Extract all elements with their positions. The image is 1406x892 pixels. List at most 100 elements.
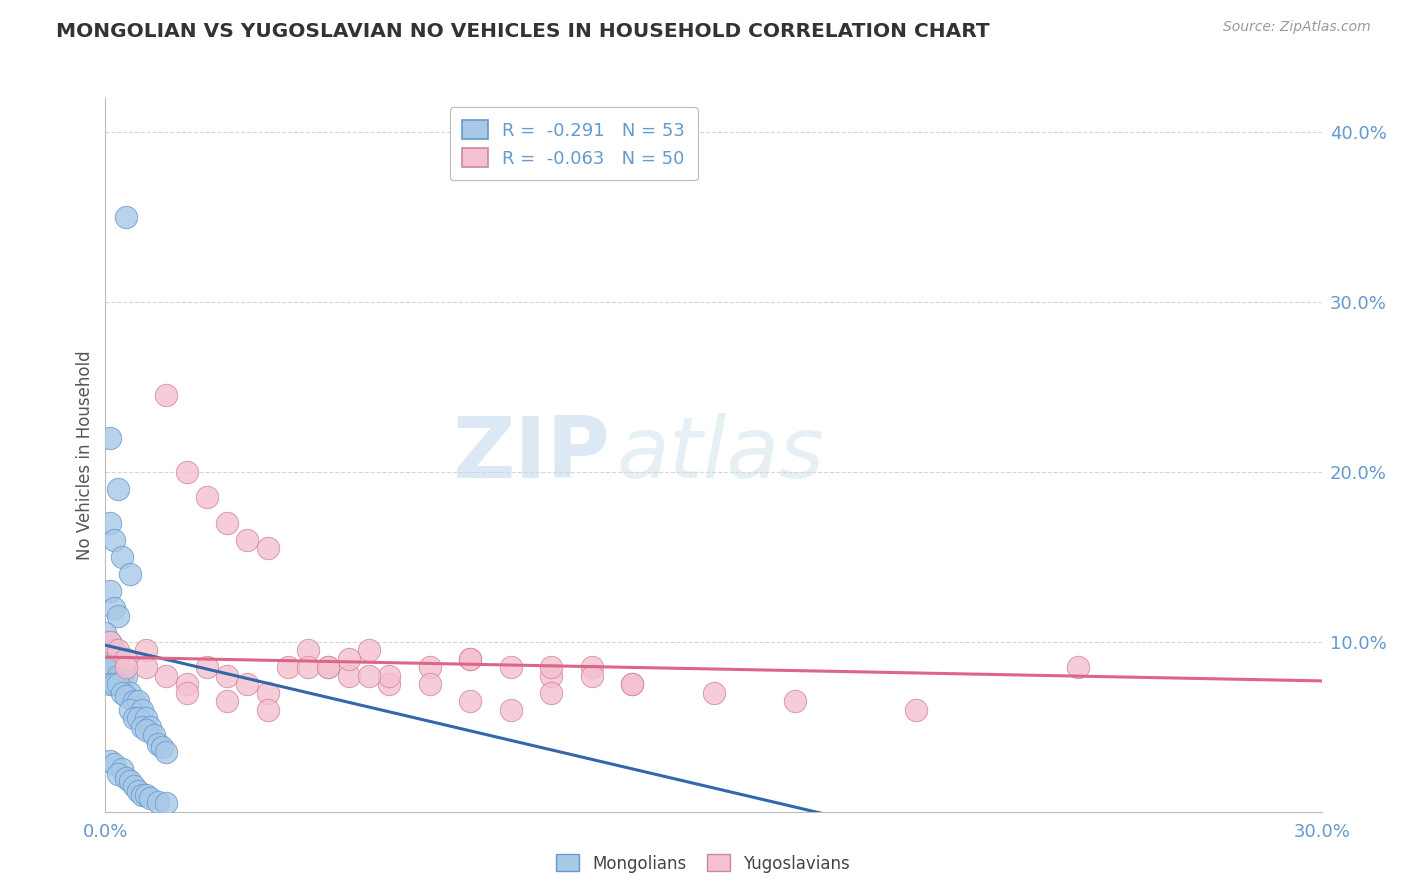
Point (146, 737, 169, 751)
Point (155, 669, 177, 683)
Point (378, 669, 401, 683)
Point (98, 754, 121, 768)
Point (277, 660, 299, 674)
Point (155, 388, 177, 402)
Point (256, 686, 278, 700)
Point (94, 626, 117, 640)
Point (111, 762, 134, 776)
Point (499, 703, 522, 717)
Point (146, 795, 169, 809)
Point (118, 774, 141, 789)
Point (458, 652, 481, 666)
Point (98, 583, 121, 598)
Point (103, 660, 125, 674)
Point (107, 677, 129, 691)
Point (621, 677, 644, 691)
Point (118, 566, 141, 581)
Point (419, 677, 441, 691)
Point (139, 720, 162, 734)
Point (107, 609, 129, 624)
Point (419, 660, 441, 674)
Point (499, 660, 522, 674)
Point (581, 669, 603, 683)
Point (114, 689, 136, 703)
Point (107, 652, 129, 666)
Point (540, 669, 562, 683)
Legend: Mongolians, Yugoslavians: Mongolians, Yugoslavians (550, 847, 856, 880)
Point (217, 694, 239, 708)
Point (131, 788, 153, 802)
Point (122, 694, 145, 708)
Point (127, 711, 149, 725)
Point (111, 669, 134, 683)
Point (98, 660, 121, 674)
Point (1067, 660, 1090, 674)
Point (195, 660, 218, 674)
Point (127, 694, 149, 708)
Point (103, 643, 125, 657)
Point (155, 796, 177, 810)
Point (103, 677, 125, 691)
Point (98, 516, 121, 530)
Point (98, 652, 121, 666)
Point (357, 643, 380, 657)
Point (135, 660, 157, 674)
Point (236, 677, 259, 691)
Point (155, 745, 177, 759)
Point (103, 533, 125, 547)
Point (150, 740, 173, 755)
Point (176, 677, 198, 691)
Point (621, 677, 644, 691)
Point (122, 711, 145, 725)
Point (114, 771, 136, 785)
Point (98, 431, 121, 445)
Point (111, 686, 134, 700)
Point (98, 677, 121, 691)
Point (131, 720, 153, 734)
Point (540, 686, 562, 700)
Point (131, 703, 153, 717)
Point (176, 686, 198, 700)
Text: MONGOLIAN VS YUGOSLAVIAN NO VEHICLES IN HOUSEHOLD CORRELATION CHART: MONGOLIAN VS YUGOSLAVIAN NO VEHICLES IN … (56, 22, 990, 41)
Point (195, 491, 218, 505)
Point (337, 669, 360, 683)
Point (318, 660, 340, 674)
Point (114, 210, 136, 224)
Point (256, 541, 278, 556)
Point (114, 669, 136, 683)
Point (378, 677, 401, 691)
Point (114, 652, 136, 666)
Point (702, 686, 725, 700)
Text: Source: ZipAtlas.com: Source: ZipAtlas.com (1223, 20, 1371, 34)
Point (905, 703, 928, 717)
Point (103, 757, 125, 772)
Point (98, 635, 121, 649)
Point (236, 533, 259, 547)
Point (357, 669, 380, 683)
Point (217, 516, 239, 530)
Point (135, 723, 157, 738)
Point (458, 652, 481, 666)
Point (111, 549, 134, 564)
Text: ZIP: ZIP (453, 413, 610, 497)
Point (107, 767, 129, 781)
Point (176, 465, 198, 479)
Text: atlas: atlas (616, 413, 824, 497)
Point (143, 728, 166, 742)
Point (135, 643, 157, 657)
Point (783, 694, 806, 708)
Point (127, 784, 149, 798)
Point (103, 600, 125, 615)
Point (217, 669, 239, 683)
Point (118, 686, 141, 700)
Y-axis label: No Vehicles in Household: No Vehicles in Household (76, 350, 94, 560)
Point (122, 779, 145, 793)
Point (458, 694, 481, 708)
Point (256, 703, 278, 717)
Point (114, 660, 136, 674)
Point (107, 643, 129, 657)
Point (135, 711, 157, 725)
Point (318, 660, 340, 674)
Point (337, 652, 360, 666)
Legend: R =  -0.291   N = 53, R =  -0.063   N = 50: R = -0.291 N = 53, R = -0.063 N = 50 (450, 107, 697, 180)
